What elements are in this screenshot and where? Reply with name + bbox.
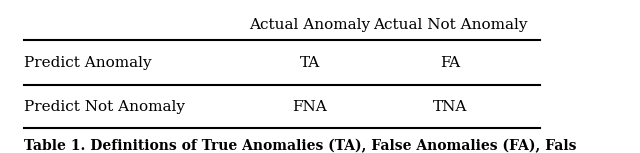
Text: Table 1. Definitions of True Anomalies (TA), False Anomalies (FA), Fals: Table 1. Definitions of True Anomalies (… (24, 139, 577, 153)
Text: FA: FA (440, 56, 460, 70)
Text: Predict Not Anomaly: Predict Not Anomaly (24, 100, 185, 114)
Text: Actual Anomaly: Actual Anomaly (250, 18, 371, 32)
Text: TNA: TNA (433, 100, 467, 114)
Text: Predict Anomaly: Predict Anomaly (24, 56, 152, 70)
Text: TA: TA (300, 56, 320, 70)
Text: FNA: FNA (292, 100, 327, 114)
Text: Actual Not Anomaly: Actual Not Anomaly (373, 18, 527, 32)
